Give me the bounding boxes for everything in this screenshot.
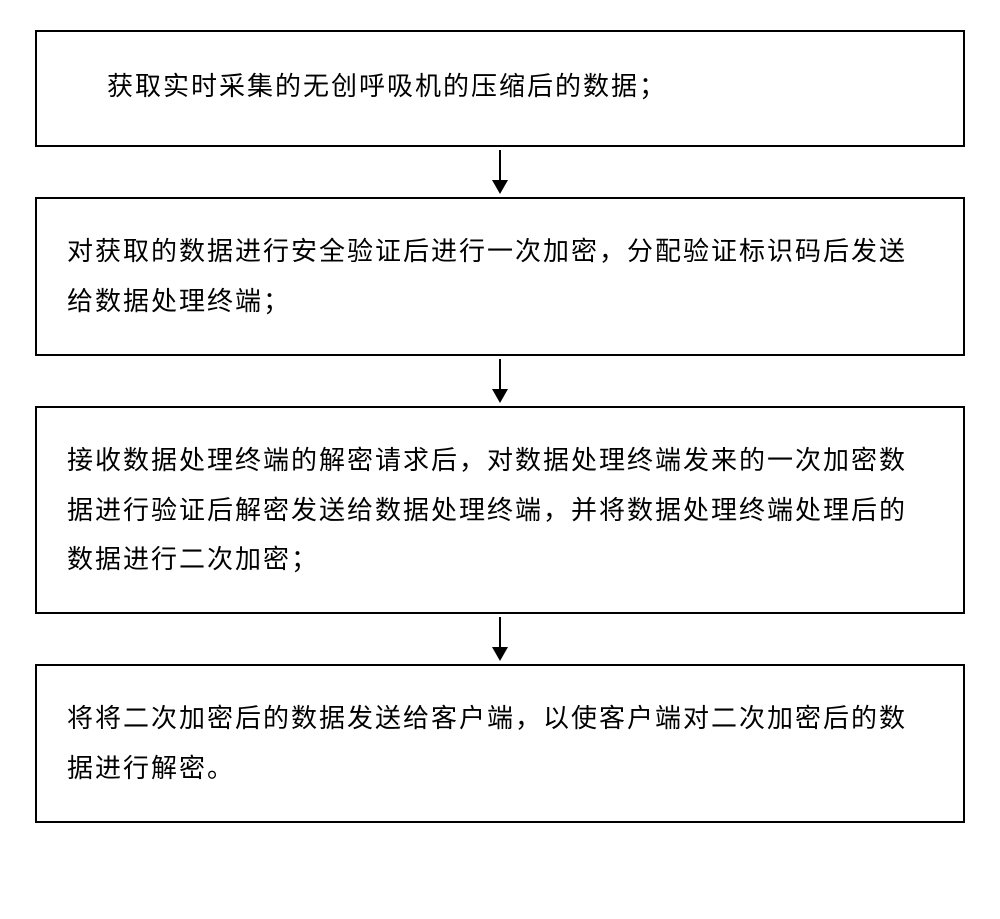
flow-step-3-text: 接收数据处理终端的解密请求后，对数据处理终端发来的一次加密数据进行验证后解密发送… bbox=[67, 446, 907, 574]
flow-step-4: 将将二次加密后的数据发送给客户端，以使客户端对二次加密后的数据进行解密。 bbox=[35, 664, 965, 823]
arrow-line-icon bbox=[499, 359, 501, 389]
arrow-head-icon bbox=[492, 389, 508, 403]
flow-step-1-text: 获取实时采集的无创呼吸机的压缩后的数据； bbox=[107, 72, 667, 101]
arrow-head-icon bbox=[492, 180, 508, 194]
arrow-head-icon bbox=[492, 647, 508, 661]
flow-step-2-text: 对获取的数据进行安全验证后进行一次加密，分配验证标识码后发送给数据处理终端； bbox=[67, 237, 907, 315]
arrow-line-icon bbox=[499, 617, 501, 647]
flowchart-container: 获取实时采集的无创呼吸机的压缩后的数据； 对获取的数据进行安全验证后进行一次加密… bbox=[0, 0, 1000, 853]
arrow-3-4 bbox=[492, 614, 508, 664]
flow-step-2: 对获取的数据进行安全验证后进行一次加密，分配验证标识码后发送给数据处理终端； bbox=[35, 197, 965, 356]
arrow-line-icon bbox=[499, 150, 501, 180]
flow-step-1: 获取实时采集的无创呼吸机的压缩后的数据； bbox=[35, 30, 965, 147]
flow-step-4-text: 将将二次加密后的数据发送给客户端，以使客户端对二次加密后的数据进行解密。 bbox=[67, 704, 907, 782]
arrow-2-3 bbox=[492, 356, 508, 406]
arrow-1-2 bbox=[492, 147, 508, 197]
flow-step-3: 接收数据处理终端的解密请求后，对数据处理终端发来的一次加密数据进行验证后解密发送… bbox=[35, 406, 965, 614]
